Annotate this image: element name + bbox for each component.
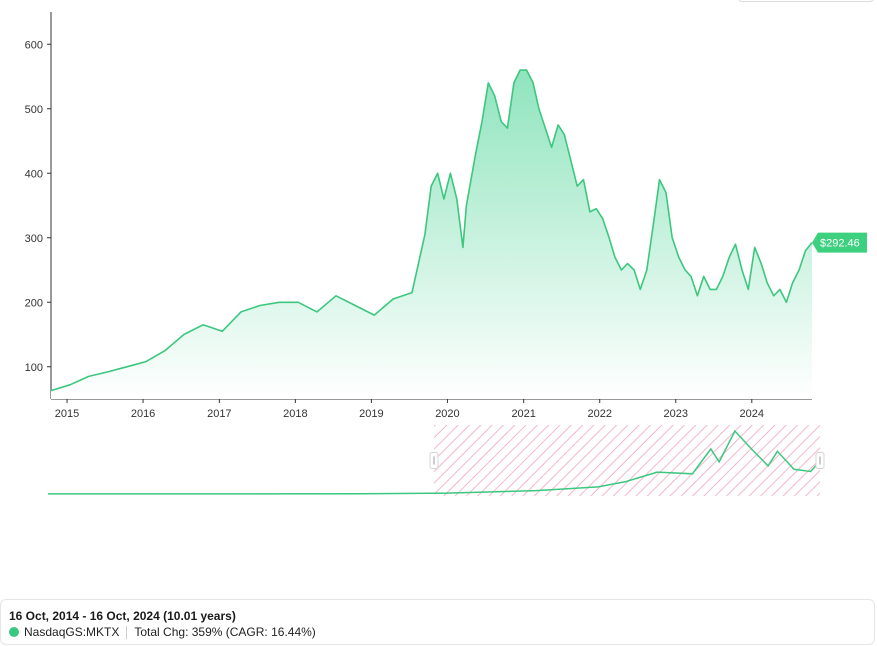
- series-dot-icon: [9, 627, 19, 637]
- navigator-selection[interactable]: [434, 425, 820, 496]
- navigator-left-handle[interactable]: [429, 452, 439, 469]
- y-tick-label: 400: [25, 168, 43, 180]
- date-range: 16 Oct, 2014 - 16 Oct, 2024 (10.01 years…: [9, 609, 236, 623]
- y-tick-label: 600: [25, 39, 43, 51]
- x-tick-label: 2024: [740, 408, 764, 420]
- summary-row: NasdaqGS:MKTX Total Chg: 359% (CAGR: 16.…: [9, 625, 316, 639]
- summary-panel: 16 Oct, 2014 - 16 Oct, 2024 (10.01 years…: [0, 599, 875, 645]
- x-tick-label: 2015: [55, 408, 79, 420]
- x-tick-label: 2017: [207, 408, 231, 420]
- y-tick-label: 200: [25, 297, 43, 309]
- last-price-tag-shape: [812, 232, 867, 253]
- x-tick-label: 2019: [359, 408, 383, 420]
- last-price-tag: $292.46: [812, 232, 867, 253]
- navigator-right-handle[interactable]: [815, 452, 825, 469]
- range-navigator[interactable]: [48, 425, 825, 496]
- y-tick-label: 500: [25, 104, 43, 116]
- x-tick-label: 2022: [587, 408, 611, 420]
- x-tick-label: 2023: [664, 408, 688, 420]
- x-tick-label: 2016: [131, 408, 155, 420]
- price-chart: 100 200 300 400 500 600 2015 2016 2017 2018 2019 2…: [25, 12, 867, 496]
- x-tick-label: 2021: [511, 408, 535, 420]
- y-tick-label: 300: [25, 233, 43, 245]
- total-change: Total Chg: 359% (CAGR: 16.44%): [134, 625, 316, 639]
- price-line: [50, 69, 813, 392]
- price-area: [51, 70, 812, 399]
- navigator-line: [48, 429, 821, 495]
- divider: [126, 625, 128, 639]
- y-tick-label: 100: [25, 362, 43, 374]
- x-tick-label: 2020: [435, 408, 459, 420]
- x-tick-label: 2018: [283, 408, 307, 420]
- last-price-label: $292.46: [820, 238, 860, 250]
- ticker-label: NasdaqGS:MKTX: [24, 625, 120, 639]
